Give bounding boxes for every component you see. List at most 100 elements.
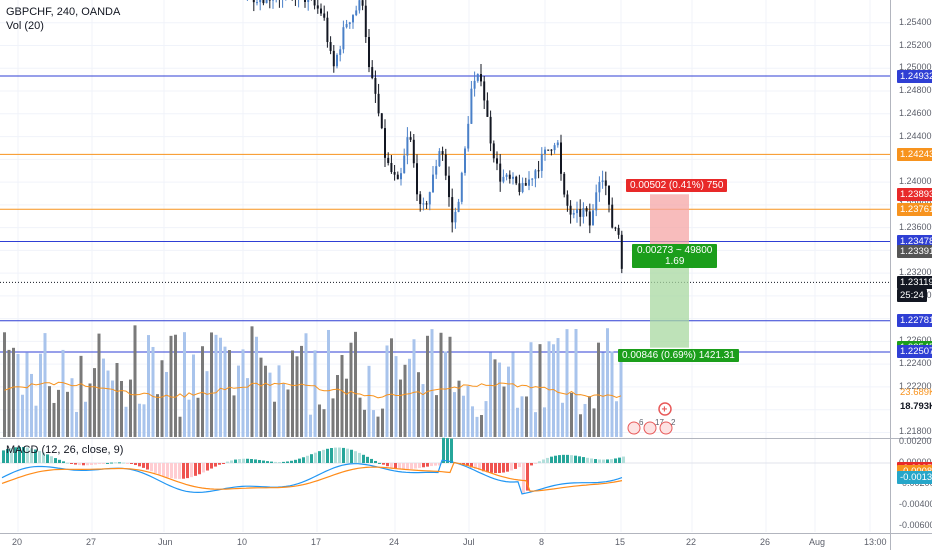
time-axis-tick: 26: [760, 537, 771, 547]
candle-body: [256, 2, 258, 4]
candle-body: [518, 183, 521, 192]
candle-body: [400, 173, 402, 180]
candle-body: [483, 81, 486, 101]
take-profit-label[interactable]: 0.00846 (0.69%) 1421.31: [618, 348, 739, 362]
macd-axis-tag[interactable]: -0.00138: [897, 470, 932, 484]
volume-bar: [264, 365, 267, 437]
volume-bar: [102, 358, 105, 437]
volume-bar: [313, 350, 317, 437]
volume-bar: [174, 334, 177, 437]
price-axis-tick: 1.24000: [899, 176, 932, 187]
price-axis-tag[interactable]: 1.24243: [897, 147, 932, 161]
event-count: 2: [671, 418, 676, 427]
candle-body: [313, 0, 316, 6]
volume-bar: [84, 401, 87, 437]
macd-histogram-bar: [546, 457, 549, 463]
event-marker-icon: [627, 421, 641, 435]
macd-histogram-bar: [206, 463, 209, 471]
macd-histogram-bar: [166, 463, 169, 478]
macd-histogram-bar: [354, 451, 357, 463]
stop-loss-label[interactable]: 0.00502 (0.41%) 750: [626, 179, 728, 193]
volume-legend[interactable]: Vol (20): [6, 19, 44, 33]
volume-bar: [250, 326, 254, 437]
macd-histogram-bar: [530, 463, 533, 466]
macd-histogram-bar: [222, 463, 225, 464]
macd-histogram-bar: [146, 463, 149, 470]
candle-body: [595, 192, 598, 211]
macd-legend[interactable]: MACD (12, 26, close, 9): [6, 443, 123, 457]
macd-histogram-bar: [262, 460, 265, 463]
macd-histogram-bar: [398, 463, 401, 469]
macd-histogram-bar: [34, 449, 37, 463]
volume-bar: [273, 401, 276, 437]
position-info-label[interactable]: 0.00273 ~ 49800 1.69: [632, 244, 718, 269]
candle-body: [480, 74, 482, 82]
candle-body: [409, 137, 412, 140]
volume-bar: [498, 362, 501, 437]
candle-body: [534, 170, 537, 179]
macd-histogram-bar: [386, 463, 389, 467]
macd-histogram-bar: [310, 454, 313, 463]
volume-bar: [322, 409, 326, 437]
macd-histogram-bar: [442, 437, 445, 463]
volume-bar: [93, 368, 96, 437]
volume-bar: [210, 332, 213, 437]
volume-bar: [219, 337, 222, 437]
candle-body: [412, 139, 415, 164]
macd-histogram-bar: [374, 460, 377, 463]
add-event-icon: +: [662, 405, 668, 416]
macd-histogram-bar: [522, 463, 525, 493]
macd-histogram-bar: [542, 459, 545, 463]
price-axis-tag[interactable]: 1.23893: [897, 187, 932, 201]
candle-body: [252, 0, 255, 3]
candle-body: [374, 78, 377, 94]
macd-histogram-bar: [98, 463, 101, 465]
price-axis-tick: 1.23200: [899, 267, 932, 278]
candle-body: [582, 208, 585, 217]
symbol-legend[interactable]: GBPCHF, 240, OANDA: [6, 5, 120, 19]
volume-bar: [615, 401, 618, 437]
macd-histogram-bar: [282, 461, 285, 463]
price-axis-tag[interactable]: 1.22507: [897, 345, 932, 359]
volume-label: Vol (20): [6, 20, 44, 32]
price-axis-tag[interactable]: 1.23119: [897, 275, 932, 289]
price-axis-tag[interactable]: 1.23478: [897, 234, 932, 248]
volume-bar: [187, 399, 191, 437]
candle-body: [384, 128, 386, 158]
price-axis-tag[interactable]: 1.24932: [897, 69, 932, 83]
macd-histogram-bar: [50, 456, 53, 463]
macd-histogram-bar: [214, 463, 217, 467]
macd-histogram-bar: [26, 447, 29, 463]
macd-histogram-bar: [434, 463, 437, 466]
price-axis-tag[interactable]: 1.22781: [897, 314, 932, 328]
macd-histogram-bar: [554, 455, 557, 463]
macd-histogram-bar: [82, 463, 85, 466]
event-marker-icon: [659, 421, 673, 435]
macd-histogram-bar: [498, 463, 501, 474]
macd-histogram-bar: [526, 463, 529, 491]
macd-axis-tick: 0.00000: [899, 457, 932, 467]
price-axis-tag[interactable]: 1.23761: [897, 202, 932, 216]
volume-bar: [507, 366, 510, 437]
volume-bar: [165, 371, 168, 437]
volume-bar: [489, 352, 492, 437]
candle-body: [521, 183, 524, 192]
macd-histogram-bar: [330, 448, 333, 463]
volume-bar: [439, 332, 443, 437]
volume-bar: [529, 342, 533, 437]
time-axis-tick: Jun: [158, 537, 173, 547]
macd-histogram-bar: [6, 449, 9, 463]
volume-bar: [511, 352, 515, 437]
macd-histogram-bar: [610, 459, 613, 463]
candle-body: [326, 17, 329, 43]
volume-bar: [480, 415, 483, 437]
volume-bar: [286, 389, 290, 437]
candle-body: [316, 5, 319, 9]
price-axis-tag[interactable]: 1.23391: [897, 244, 932, 258]
volume-bar: [57, 389, 60, 437]
macd-histogram-bar: [394, 463, 397, 469]
macd-histogram-bar: [170, 463, 173, 479]
macd-histogram-bar: [238, 459, 241, 463]
